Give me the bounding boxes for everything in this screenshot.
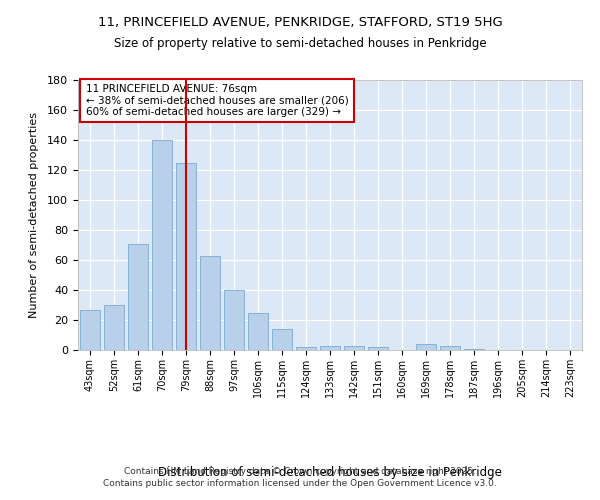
Bar <box>320 346 340 350</box>
Text: Contains public sector information licensed under the Open Government Licence v3: Contains public sector information licen… <box>103 480 497 488</box>
X-axis label: Distribution of semi-detached houses by size in Penkridge: Distribution of semi-detached houses by … <box>158 466 502 479</box>
Bar <box>104 305 124 350</box>
Bar <box>296 347 316 350</box>
Bar <box>416 344 436 350</box>
Bar <box>224 290 244 350</box>
Bar <box>368 347 388 350</box>
Bar <box>464 348 484 350</box>
Bar <box>272 329 292 350</box>
Bar <box>176 162 196 350</box>
Bar <box>248 312 268 350</box>
Y-axis label: Number of semi-detached properties: Number of semi-detached properties <box>29 112 39 318</box>
Text: 11, PRINCEFIELD AVENUE, PENKRIDGE, STAFFORD, ST19 5HG: 11, PRINCEFIELD AVENUE, PENKRIDGE, STAFF… <box>98 16 502 29</box>
Bar <box>440 346 460 350</box>
Text: 11 PRINCEFIELD AVENUE: 76sqm
← 38% of semi-detached houses are smaller (206)
60%: 11 PRINCEFIELD AVENUE: 76sqm ← 38% of se… <box>86 84 349 117</box>
Bar <box>152 140 172 350</box>
Bar <box>200 256 220 350</box>
Text: Size of property relative to semi-detached houses in Penkridge: Size of property relative to semi-detach… <box>113 38 487 51</box>
Text: Contains HM Land Registry data © Crown copyright and database right 2025.: Contains HM Land Registry data © Crown c… <box>124 466 476 475</box>
Bar <box>80 310 100 350</box>
Bar <box>128 244 148 350</box>
Bar <box>344 346 364 350</box>
